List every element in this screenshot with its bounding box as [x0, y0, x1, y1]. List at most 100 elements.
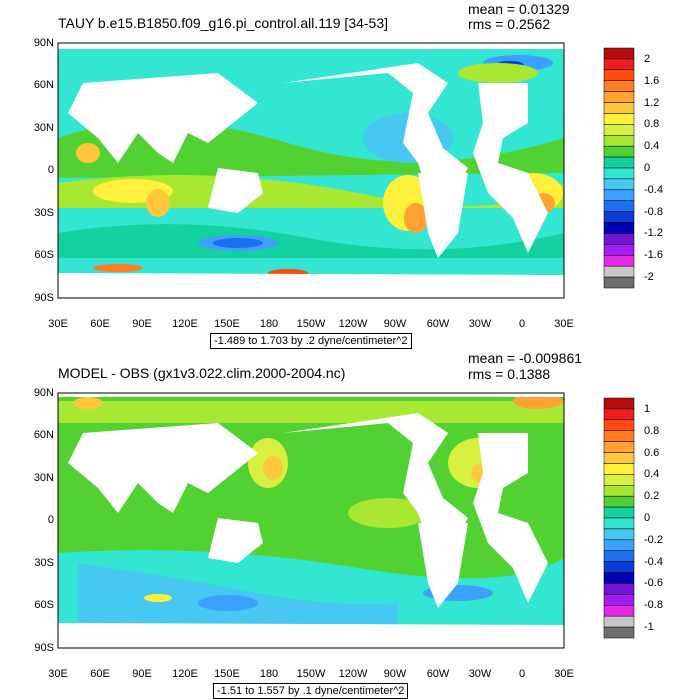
colorbar-swatch — [603, 145, 635, 158]
lat-label-0: 0 — [47, 164, 54, 176]
colorbar-swatch — [603, 561, 635, 573]
colorbar-swatch — [603, 91, 635, 103]
colorbar-swatch — [603, 397, 635, 410]
lon-label-150e: 150E — [214, 668, 240, 680]
colorbar-swatch — [603, 244, 635, 256]
colorbar-swatch — [603, 124, 635, 136]
lat-label-30s: 30S — [34, 207, 54, 219]
colorbar-swatch — [603, 58, 635, 71]
colorbar-swatch — [603, 113, 635, 125]
colorbar-label: -0.8 — [644, 599, 663, 612]
colorbar-swatch — [603, 69, 635, 81]
colorbar-swatch — [603, 211, 635, 223]
colorbar — [603, 397, 635, 639]
lat-label-0: 0 — [47, 514, 54, 526]
colorbar-swatch — [603, 506, 635, 519]
colorbar-swatch — [603, 605, 635, 617]
lat-label-60s: 60S — [34, 249, 54, 261]
mean-value: mean = 0.01329 — [468, 1, 570, 17]
colorbar-swatch — [603, 80, 635, 92]
colorbar-swatch — [603, 178, 635, 191]
lat-label-60s: 60S — [34, 599, 54, 611]
colorbar-label: 0.6 — [644, 446, 660, 459]
colorbar-swatch — [603, 485, 635, 497]
colorbar-swatch — [603, 583, 635, 595]
colorbar-swatch — [603, 189, 635, 201]
colorbar-swatch — [603, 550, 635, 562]
lat-label-30n: 30N — [33, 122, 54, 134]
map-plot — [57, 42, 565, 299]
rms-value: rms = 0.1388 — [468, 366, 551, 382]
colorbar-label: -1 — [644, 621, 654, 634]
lon-label-120e: 120E — [172, 668, 198, 680]
lat-label-90s: 90S — [34, 292, 54, 304]
lon-label-120w: 120W — [338, 668, 368, 680]
lon-label-0: 0 — [518, 318, 526, 330]
colorbar-swatch — [603, 528, 635, 541]
mean-value: mean = -0.009861 — [468, 350, 583, 366]
colorbar-swatch — [603, 452, 635, 464]
colorbar-label: -1.2 — [644, 227, 663, 240]
colorbar-swatch — [603, 539, 635, 551]
lon-label-30e: 30E — [48, 318, 68, 330]
colorbar-label: 2 — [644, 52, 651, 65]
colorbar-swatch — [603, 102, 635, 114]
rms-value: rms = 0.2562 — [468, 16, 551, 32]
colorbar-label: 0 — [644, 162, 651, 174]
lon-label-90e: 90E — [132, 318, 152, 330]
colorbar-swatch — [603, 167, 635, 180]
colorbar — [603, 47, 635, 289]
colorbar-swatch — [603, 47, 635, 60]
lon-label-180: 180 — [259, 318, 279, 330]
map-plot — [57, 392, 565, 649]
colorbar-swatch — [603, 463, 635, 475]
panel-title: TAUY b.e15.B1850.f09_g16.pi_control.all.… — [58, 15, 389, 31]
lon-label-30e-right: 30E — [554, 318, 574, 330]
colorbar-swatch — [603, 156, 635, 169]
lon-label-30e-right: 30E — [554, 668, 574, 680]
colorbar-label: 0.4 — [644, 468, 660, 481]
lon-label-0: 0 — [518, 668, 526, 680]
colorbar-label: -0.6 — [644, 577, 663, 590]
colorbar-swatch — [603, 615, 635, 628]
colorbar-label: 0 — [644, 512, 651, 524]
panel-title: MODEL - OBS (gx1v3.022.clim.2000-2004.nc… — [58, 365, 346, 381]
lon-label-90w: 90W — [383, 318, 407, 330]
colorbar-label: -2 — [644, 271, 654, 284]
lat-label-30s: 30S — [34, 557, 54, 569]
lon-label-150w: 150W — [296, 318, 326, 330]
colorbar-swatch — [603, 495, 635, 508]
lon-label-30e: 30E — [48, 668, 68, 680]
lat-label-30n: 30N — [33, 472, 54, 484]
colorbar-swatch — [603, 626, 635, 639]
contour-range-box: -1.489 to 1.703 by .2 dyne/centimeter^2 — [210, 333, 412, 349]
colorbar-label: 0.4 — [644, 140, 660, 153]
colorbar-swatch — [603, 265, 635, 278]
colorbar-swatch — [603, 135, 635, 147]
lon-label-60e: 60E — [90, 318, 110, 330]
colorbar-label: -0.2 — [644, 533, 663, 546]
lon-label-150w: 150W — [296, 668, 326, 680]
lon-label-30w: 30W — [468, 318, 492, 330]
colorbar-swatch — [603, 572, 635, 584]
colorbar-label: 0.2 — [644, 490, 660, 503]
colorbar-label: -0.4 — [644, 183, 663, 196]
lon-label-120e: 120E — [172, 318, 198, 330]
colorbar-swatch — [603, 255, 635, 267]
colorbar-label: -1.6 — [644, 249, 663, 262]
lat-label-90n: 90N — [33, 387, 54, 399]
lon-label-90w: 90W — [383, 668, 407, 680]
lon-label-60e: 60E — [90, 668, 110, 680]
lat-label-90s: 90S — [34, 642, 54, 654]
lon-label-150e: 150E — [214, 318, 240, 330]
colorbar-swatch — [603, 222, 635, 234]
colorbar-label: 0.8 — [644, 118, 660, 131]
lon-label-120w: 120W — [338, 318, 368, 330]
colorbar-label: 0.8 — [644, 424, 660, 437]
lon-label-90e: 90E — [132, 668, 152, 680]
lat-label-60n: 60N — [33, 79, 54, 91]
lon-label-60w: 60W — [426, 668, 450, 680]
colorbar-label: -0.4 — [644, 555, 663, 568]
panel-model-minus-obs: MODEL - OBS (gx1v3.022.clim.2000-2004.nc… — [0, 350, 700, 700]
colorbar-swatch — [603, 441, 635, 453]
